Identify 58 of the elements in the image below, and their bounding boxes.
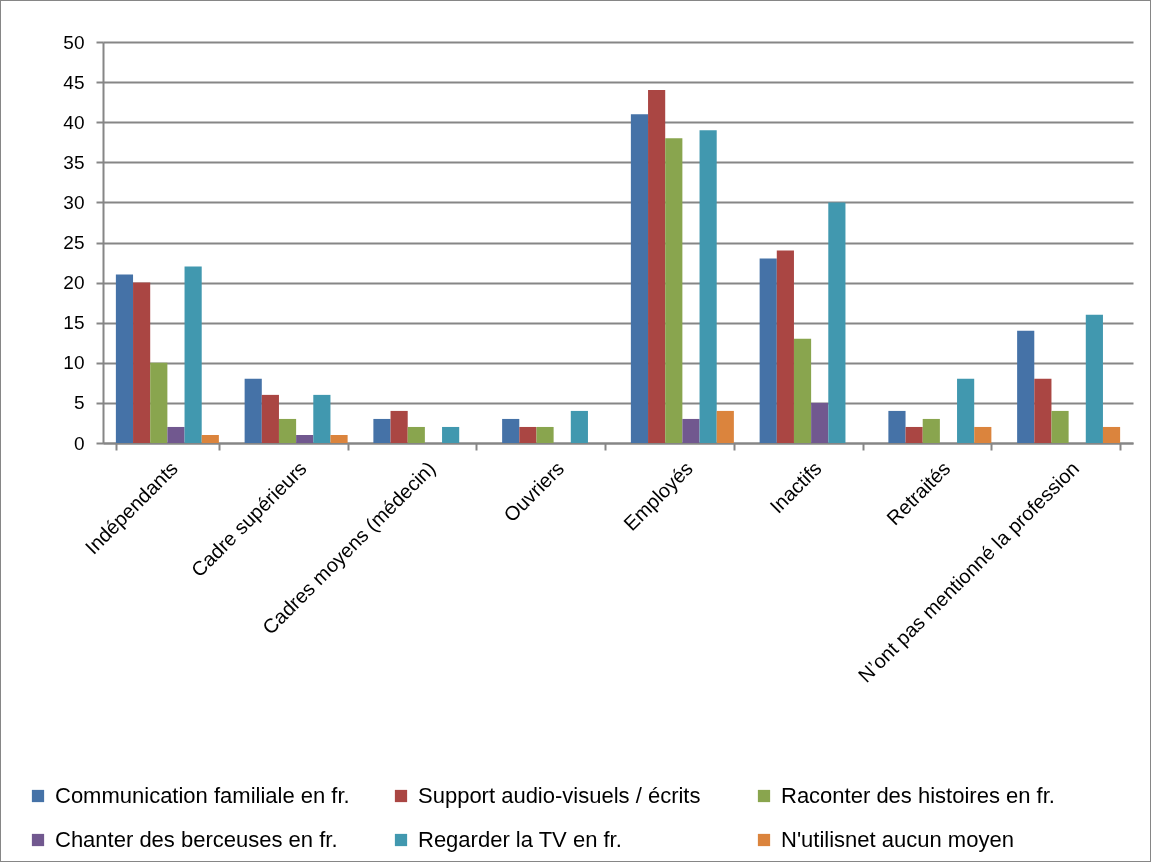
legend-label: Raconter des histoires en fr. (781, 783, 1055, 808)
bar (905, 426, 923, 443)
y-tick-label: 50 (63, 31, 85, 53)
bar (296, 434, 314, 443)
bar (665, 138, 683, 443)
y-tick-label: 30 (63, 191, 85, 213)
legend-label: Support audio-visuels / écrits (418, 783, 701, 808)
bar (407, 426, 425, 443)
y-tick-label: 5 (73, 392, 85, 414)
bar (888, 410, 906, 443)
y-tick-label: 0 (73, 432, 85, 454)
bar (776, 250, 794, 443)
bar (442, 426, 460, 443)
y-tick-label: 40 (63, 111, 85, 133)
bar (1051, 410, 1069, 443)
bar (716, 410, 734, 443)
legend-label: Chanter des berceuses en fr. (55, 827, 338, 852)
bar (648, 90, 666, 443)
y-tick-label: 25 (63, 232, 85, 253)
bar (974, 426, 992, 443)
bar (1017, 330, 1035, 443)
bar (1085, 314, 1103, 443)
bar (133, 282, 151, 443)
bar (1034, 378, 1052, 443)
bar (957, 378, 975, 443)
bar (570, 410, 588, 443)
bar (793, 338, 812, 443)
bar (115, 274, 134, 443)
bar (330, 434, 348, 443)
bar (1102, 426, 1121, 443)
legend-label: Communication familiale en fr. (55, 783, 350, 808)
legend-label: N'utilisnet aucun moyen (781, 827, 1014, 852)
y-tick-label: 35 (63, 151, 85, 173)
bar (244, 378, 262, 443)
bar (630, 114, 649, 443)
legend-label: Regarder la TV en fr. (418, 827, 622, 852)
bar (373, 418, 391, 443)
bar (278, 418, 297, 443)
bar (502, 418, 520, 443)
bar (536, 426, 554, 443)
y-tick-label: 20 (63, 272, 85, 294)
bar (201, 434, 219, 443)
bar (261, 394, 279, 443)
bar (519, 426, 537, 443)
bar (759, 258, 777, 443)
bar (313, 394, 331, 443)
y-tick-label: 45 (63, 71, 85, 93)
y-tick-label: 15 (63, 312, 85, 334)
bar (811, 402, 829, 443)
bar (828, 202, 846, 443)
bar (184, 266, 202, 443)
bar (167, 426, 185, 443)
y-tick-label: 10 (63, 352, 85, 374)
bar (922, 418, 940, 443)
bar (699, 130, 717, 443)
bar (682, 418, 700, 443)
bar (390, 410, 408, 443)
bar (150, 362, 168, 443)
